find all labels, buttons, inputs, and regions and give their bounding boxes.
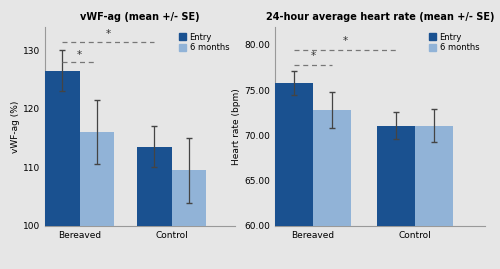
Text: *: * <box>342 36 347 46</box>
Title: 24-hour average heart rate (mean +/- SE): 24-hour average heart rate (mean +/- SE) <box>266 12 494 22</box>
Legend: Entry, 6 months: Entry, 6 months <box>177 31 231 54</box>
Bar <box>45 71 80 226</box>
Title: vWF-ag (mean +/- SE): vWF-ag (mean +/- SE) <box>80 12 200 22</box>
Y-axis label: Heart rate (bpm): Heart rate (bpm) <box>232 88 241 165</box>
Bar <box>172 170 206 226</box>
Bar <box>415 126 453 226</box>
Text: *: * <box>106 29 111 39</box>
Legend: Entry, 6 months: Entry, 6 months <box>427 31 481 54</box>
Text: *: * <box>77 50 82 60</box>
Bar <box>377 126 415 226</box>
Bar <box>313 110 352 226</box>
Bar <box>275 83 313 226</box>
Bar <box>80 132 114 226</box>
Text: *: * <box>310 51 316 61</box>
Y-axis label: vWF-ag (%): vWF-ag (%) <box>11 100 20 153</box>
Bar <box>137 147 172 226</box>
